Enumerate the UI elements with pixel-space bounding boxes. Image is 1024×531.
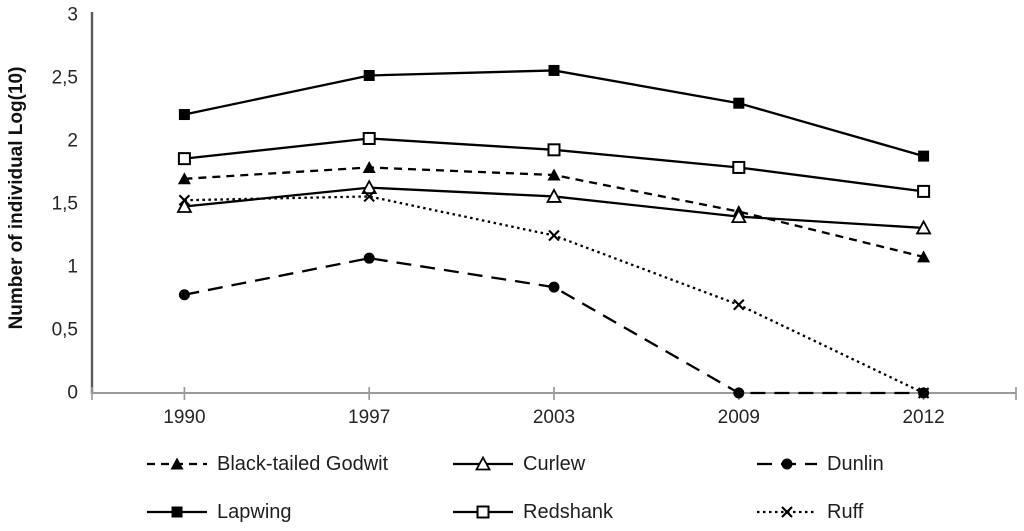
redshank-marker bbox=[547, 143, 561, 157]
y-tick-label: 0,5 bbox=[52, 320, 78, 341]
lapwing-marker bbox=[363, 69, 375, 81]
black-tailed-godwit-legend-marker bbox=[170, 457, 184, 470]
legend-label-lapwing: Lapwing bbox=[217, 501, 292, 523]
series-redshank bbox=[177, 131, 931, 198]
ruff-marker bbox=[733, 299, 745, 311]
curlew-marker bbox=[730, 208, 747, 224]
redshank-legend-swatch bbox=[453, 505, 513, 519]
black-tailed-godwit-legend-swatch bbox=[147, 457, 207, 470]
legend-item-ruff: Ruff bbox=[756, 500, 863, 524]
ruff-marker bbox=[178, 194, 191, 206]
lapwing-marker bbox=[918, 150, 930, 162]
legend-label-black-tailed-godwit: Black-tailed Godwit bbox=[217, 453, 389, 475]
redshank-marker bbox=[917, 184, 931, 198]
black-tailed-godwit-marker bbox=[362, 160, 376, 173]
legend-item-dunlin: Dunlin bbox=[756, 452, 884, 476]
series-line-black-tailed-godwit bbox=[184, 166, 924, 259]
dunlin-marker bbox=[178, 289, 190, 301]
dunlin-legend-swatch bbox=[757, 458, 817, 470]
redshank-legend-marker bbox=[476, 505, 490, 519]
black-tailed-godwit-marker bbox=[547, 168, 561, 181]
series-curlew bbox=[176, 179, 932, 235]
x-tick-label: 2012 bbox=[902, 407, 944, 428]
series-line-ruff bbox=[184, 195, 925, 395]
legend-label-curlew: Curlew bbox=[523, 453, 586, 475]
series-line-dunlin bbox=[184, 257, 924, 395]
curlew-marker bbox=[361, 179, 378, 195]
y-tick-label: 2,5 bbox=[52, 68, 78, 89]
redshank-marker bbox=[732, 160, 746, 174]
y-tick-label: 3 bbox=[67, 5, 78, 26]
x-tick-label: 2009 bbox=[718, 407, 760, 428]
legend-item-curlew: Curlew bbox=[452, 452, 585, 476]
x-tick-label: 2003 bbox=[533, 407, 575, 428]
legend-label-dunlin: Dunlin bbox=[827, 453, 884, 475]
ruff-legend-marker bbox=[781, 506, 793, 518]
lapwing-legend-marker bbox=[171, 506, 183, 518]
ruff-marker bbox=[363, 190, 375, 203]
legend-label-ruff: Ruff bbox=[827, 501, 864, 523]
series-ruff bbox=[178, 190, 930, 399]
series-lapwing bbox=[178, 64, 930, 162]
lapwing-marker bbox=[733, 97, 745, 109]
ruff-legend-swatch bbox=[757, 506, 817, 518]
ruff-marker bbox=[548, 229, 560, 242]
dunlin-legend-marker bbox=[781, 458, 793, 470]
y-tick-label: 0 bbox=[67, 383, 78, 404]
curlew-marker bbox=[545, 188, 563, 203]
dunlin-marker bbox=[733, 387, 745, 399]
y-tick-label: 1,5 bbox=[52, 194, 78, 215]
black-tailed-godwit-marker bbox=[177, 172, 191, 185]
dunlin-marker bbox=[363, 252, 375, 264]
y-tick-label: 1 bbox=[67, 257, 78, 278]
x-tick-label: 1997 bbox=[348, 407, 390, 428]
series-dunlin bbox=[178, 252, 930, 399]
legend-label-redshank: Redshank bbox=[523, 501, 614, 523]
lapwing-legend-swatch bbox=[147, 506, 207, 518]
curlew-legend-swatch bbox=[453, 455, 513, 471]
legend-item-redshank: Redshank bbox=[452, 500, 613, 524]
black-tailed-godwit-marker bbox=[917, 250, 931, 263]
lapwing-marker bbox=[548, 64, 560, 76]
ruff-marker bbox=[917, 387, 930, 399]
lapwing-marker bbox=[178, 109, 190, 121]
x-tick-label: 1990 bbox=[163, 407, 205, 428]
legend-item-black-tailed-godwit: Black-tailed Godwit bbox=[146, 452, 388, 476]
redshank-marker bbox=[362, 131, 376, 145]
redshank-marker bbox=[177, 152, 191, 166]
series-line-lapwing bbox=[184, 69, 924, 158]
curlew-marker bbox=[915, 219, 932, 235]
curlew-legend-marker bbox=[474, 455, 492, 471]
curlew-marker bbox=[176, 198, 193, 213]
legend-item-lapwing: Lapwing bbox=[146, 500, 292, 524]
y-tick-label: 2 bbox=[67, 131, 78, 152]
series-black-tailed-godwit bbox=[177, 160, 931, 263]
dunlin-marker bbox=[548, 281, 560, 293]
